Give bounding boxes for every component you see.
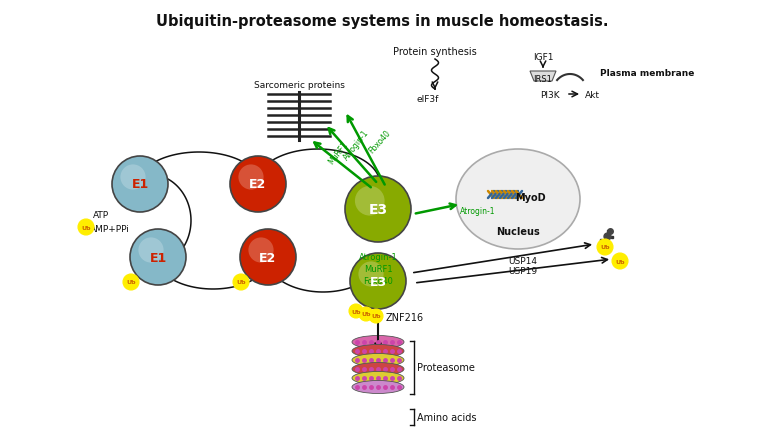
- Text: Ub: Ub: [351, 309, 361, 314]
- Circle shape: [358, 262, 384, 287]
- Circle shape: [345, 177, 411, 243]
- Text: ATP: ATP: [93, 211, 109, 220]
- Ellipse shape: [352, 336, 404, 349]
- Ellipse shape: [352, 345, 404, 358]
- Circle shape: [78, 219, 94, 236]
- Text: Ub: Ub: [361, 312, 371, 317]
- Text: Atrogin-1: Atrogin-1: [342, 128, 371, 161]
- Text: USP19: USP19: [508, 267, 537, 276]
- Text: IRS1: IRS1: [533, 74, 552, 83]
- Text: E2: E2: [249, 178, 267, 191]
- Text: Atrogin-1: Atrogin-1: [460, 207, 496, 216]
- Circle shape: [121, 165, 146, 190]
- Circle shape: [123, 274, 139, 290]
- Text: E1: E1: [131, 178, 149, 191]
- Ellipse shape: [352, 354, 404, 367]
- Text: E1: E1: [150, 251, 167, 264]
- Text: E3: E3: [370, 275, 387, 288]
- Circle shape: [238, 165, 264, 190]
- Text: E2: E2: [259, 251, 277, 264]
- Text: Sarcomeric proteins: Sarcomeric proteins: [254, 80, 345, 89]
- Text: Ub: Ub: [601, 245, 610, 250]
- Text: E3: E3: [368, 202, 387, 216]
- Circle shape: [112, 157, 168, 212]
- Text: Plasma membrane: Plasma membrane: [600, 69, 694, 78]
- Circle shape: [350, 254, 406, 309]
- Text: Fbxo40: Fbxo40: [367, 128, 392, 155]
- Circle shape: [349, 304, 363, 318]
- Circle shape: [612, 254, 628, 269]
- Text: Ub: Ub: [615, 259, 625, 264]
- Circle shape: [597, 240, 613, 255]
- Ellipse shape: [352, 363, 404, 376]
- Text: Protein synthesis: Protein synthesis: [393, 47, 477, 57]
- Circle shape: [233, 274, 249, 290]
- Circle shape: [248, 238, 274, 263]
- Text: MyoD: MyoD: [515, 193, 545, 202]
- Ellipse shape: [352, 381, 404, 394]
- Circle shape: [359, 307, 373, 321]
- Circle shape: [230, 157, 286, 212]
- Circle shape: [369, 309, 383, 323]
- Text: PI3K: PI3K: [540, 90, 559, 99]
- Polygon shape: [530, 72, 556, 82]
- Circle shape: [130, 230, 186, 285]
- Text: USP14: USP14: [508, 257, 537, 266]
- Ellipse shape: [352, 372, 404, 385]
- Text: Ubiquitin-proteasome systems in muscle homeostasis.: Ubiquitin-proteasome systems in muscle h…: [156, 14, 608, 29]
- Text: Proteasome: Proteasome: [417, 362, 475, 372]
- Text: MuRF1: MuRF1: [327, 140, 350, 166]
- Circle shape: [355, 187, 384, 216]
- Text: Ub: Ub: [126, 280, 136, 285]
- Circle shape: [138, 238, 163, 263]
- Text: IGF1: IGF1: [533, 53, 553, 62]
- Text: Ub: Ub: [236, 280, 246, 285]
- Text: Amino acids: Amino acids: [417, 412, 477, 422]
- Text: Ub: Ub: [371, 314, 380, 319]
- Text: Atrogin-1
MuRF1
Foxo40: Atrogin-1 MuRF1 Foxo40: [358, 252, 397, 285]
- Text: Akt: Akt: [585, 90, 600, 99]
- Text: AMP+PPi: AMP+PPi: [90, 225, 130, 234]
- Text: Nucleus: Nucleus: [496, 226, 540, 237]
- Text: Ub: Ub: [81, 225, 91, 230]
- Circle shape: [240, 230, 296, 285]
- Ellipse shape: [456, 150, 580, 249]
- Text: ZNF216: ZNF216: [386, 312, 424, 322]
- Text: eIF3f: eIF3f: [417, 95, 439, 104]
